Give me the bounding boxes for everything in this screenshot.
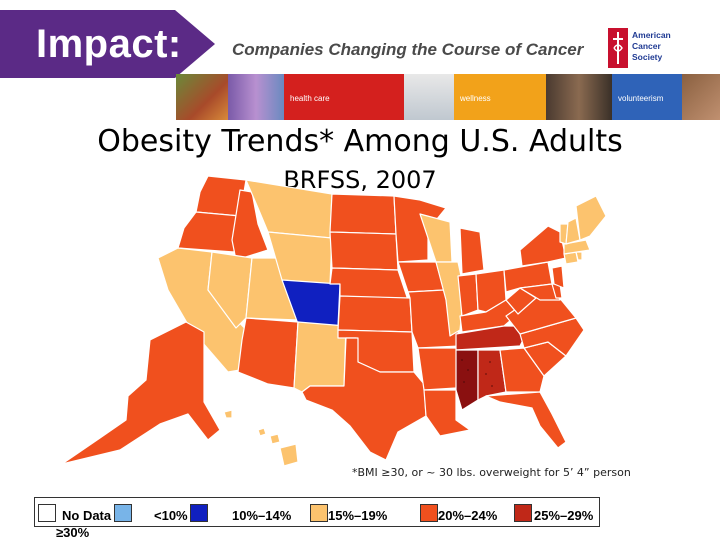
brand-name: Impact:	[36, 22, 182, 66]
photo-label-wellness: wellness	[460, 94, 491, 103]
pattern-dots	[461, 359, 493, 387]
state-HI-kauai	[223, 409, 233, 419]
state-HI-maui	[269, 433, 281, 445]
state-MA	[563, 239, 591, 255]
legend-label-no-data: No Data	[62, 508, 112, 523]
legend-label-15-19: 15%–19%	[328, 508, 388, 523]
state-ME	[575, 195, 607, 241]
state-NJ	[551, 265, 565, 289]
map-footnote: *BMI ≥30, or ~ 30 lbs. overweight for 5’…	[352, 466, 631, 479]
state-NV	[207, 251, 253, 329]
state-MS	[455, 349, 479, 411]
photo-doctor	[404, 74, 454, 120]
state-MN	[393, 195, 447, 263]
legend-label-ge30: ≥30%	[56, 525, 90, 540]
photo-label-volunteerism: volunteerism	[618, 94, 664, 103]
state-NE	[329, 267, 409, 301]
legend-swatch-20-24	[420, 504, 438, 522]
legend-swatch-25-29	[514, 504, 532, 522]
tagline: Companies Changing the Course of Cancer	[232, 40, 584, 59]
photo-label-health-care: health care	[290, 94, 330, 103]
legend-label-lt10: <10%	[154, 508, 188, 523]
legend-frame	[34, 497, 600, 527]
state-MD	[519, 283, 561, 301]
legend-label-25-29: 25%–29%	[534, 508, 594, 523]
state-HI-main	[279, 443, 299, 467]
state-MI	[459, 227, 485, 275]
photo-strip: health care wellness volunteerism	[176, 74, 720, 120]
state-HI-oahu	[257, 427, 267, 437]
acs-logo: American Cancer Society	[608, 28, 674, 68]
state-KS	[337, 295, 413, 333]
state-GA	[499, 347, 545, 393]
state-IN	[457, 273, 479, 317]
state-TX	[301, 337, 427, 461]
legend-swatch-15-19	[310, 504, 328, 522]
photo-team	[546, 74, 612, 120]
state-AZ	[237, 317, 299, 389]
state-ND	[329, 193, 397, 235]
state-AR	[417, 347, 459, 391]
impact-arrow-shape	[0, 10, 215, 78]
legend-label-10-14: 10%–14%	[232, 508, 292, 523]
legend: No Data <10% 10%–14% 15%–19% 20%–24% 25%…	[34, 497, 600, 540]
photo-health-care: health care	[284, 74, 404, 120]
map-subtitle: BRFSS, 2007	[283, 166, 437, 194]
legend-swatch-no-data	[38, 504, 56, 522]
state-AL	[477, 349, 507, 401]
header-banner: Impact: Companies Changing the Course of…	[0, 0, 720, 122]
photo-volunteerism: volunteerism	[612, 74, 682, 120]
photo-walkers	[228, 74, 284, 120]
photo-produce	[176, 74, 228, 120]
acs-sword-icon	[608, 28, 628, 68]
map-title: Obesity Trends* Among U.S. Adults	[97, 124, 623, 159]
legend-swatch-10-14	[190, 504, 208, 522]
state-SD	[329, 231, 399, 271]
us-obesity-map	[61, 175, 607, 467]
state-NY	[519, 225, 567, 267]
state-OR	[177, 211, 241, 253]
state-FL	[485, 391, 567, 449]
state-AK	[61, 321, 221, 465]
state-IL	[435, 261, 465, 337]
photo-wellness: wellness	[454, 74, 546, 120]
photo-volunteers	[682, 74, 720, 120]
acs-logo-text: American Cancer Society	[632, 30, 671, 62]
legend-swatch-lt10	[114, 504, 132, 522]
legend-label-20-24: 20%–24%	[438, 508, 498, 523]
